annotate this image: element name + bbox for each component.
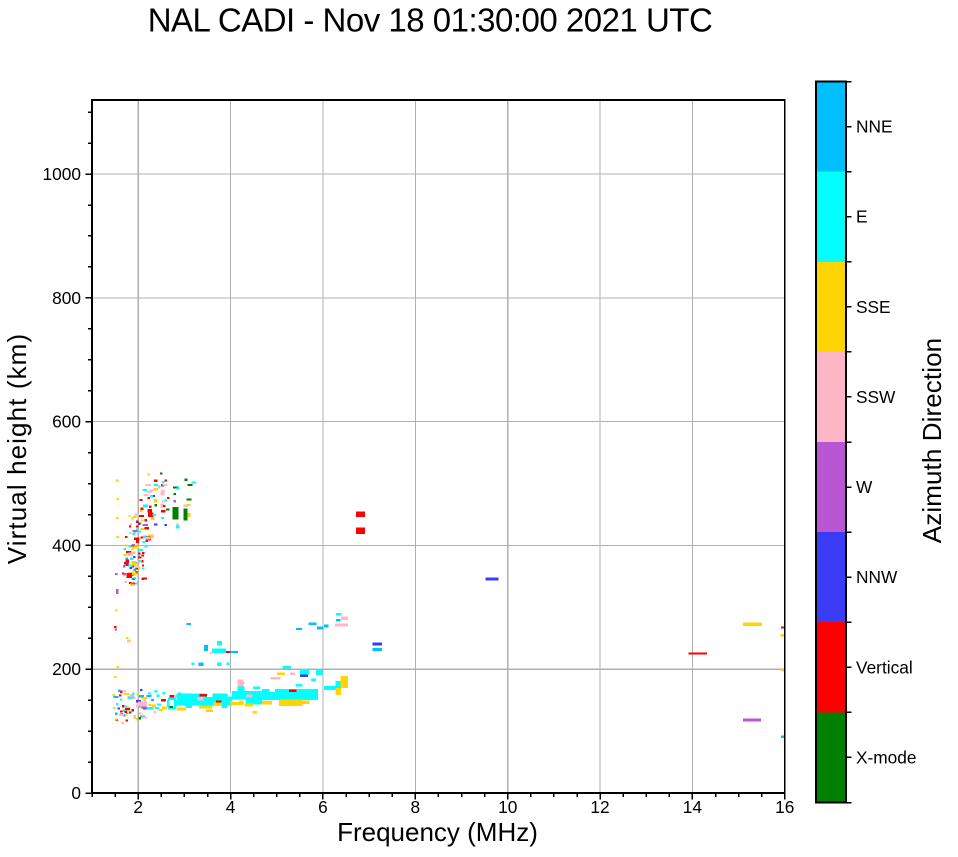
svg-text:SSW: SSW bbox=[856, 387, 896, 407]
svg-text:12: 12 bbox=[590, 797, 609, 817]
svg-text:2: 2 bbox=[133, 797, 143, 817]
svg-text:14: 14 bbox=[683, 797, 703, 817]
svg-text:8: 8 bbox=[410, 797, 420, 817]
svg-text:W: W bbox=[856, 477, 873, 497]
svg-text:Vertical: Vertical bbox=[856, 657, 913, 677]
svg-text:Frequency (MHz): Frequency (MHz) bbox=[337, 817, 538, 847]
svg-text:NNE: NNE bbox=[856, 117, 893, 137]
svg-text:Virtual height (km): Virtual height (km) bbox=[2, 333, 32, 564]
svg-text:10: 10 bbox=[498, 797, 517, 817]
svg-text:NNW: NNW bbox=[856, 567, 898, 587]
svg-text:NAL CADI - Nov 18 01:30:00 202: NAL CADI - Nov 18 01:30:00 2021 UTC bbox=[148, 2, 713, 39]
svg-text:800: 800 bbox=[52, 288, 81, 308]
svg-text:E: E bbox=[856, 207, 868, 227]
svg-text:400: 400 bbox=[52, 535, 81, 555]
svg-text:6: 6 bbox=[318, 797, 328, 817]
svg-text:0: 0 bbox=[71, 783, 81, 803]
svg-text:1000: 1000 bbox=[43, 164, 81, 184]
svg-text:X-mode: X-mode bbox=[856, 747, 917, 767]
svg-text:Azimuth Direction: Azimuth Direction bbox=[917, 338, 947, 543]
svg-text:600: 600 bbox=[52, 412, 81, 432]
svg-text:4: 4 bbox=[226, 797, 236, 817]
svg-text:200: 200 bbox=[52, 659, 81, 679]
svg-text:SSE: SSE bbox=[856, 297, 891, 317]
svg-text:16: 16 bbox=[775, 797, 794, 817]
